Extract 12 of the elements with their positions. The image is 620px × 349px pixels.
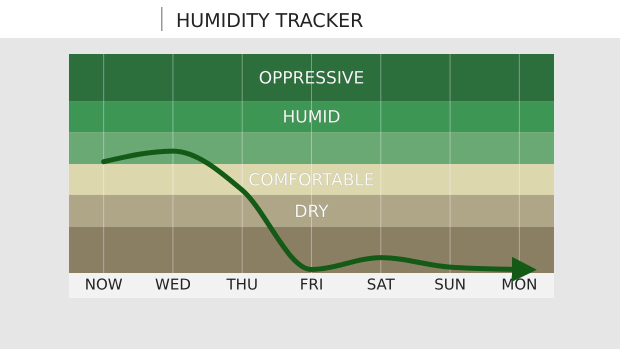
x-tick-label: NOW — [84, 276, 123, 294]
band-label: DRY — [294, 202, 330, 222]
x-tick-label: SUN — [434, 276, 466, 294]
band-label: COMFORTABLE — [248, 170, 375, 190]
x-tick-label: FRI — [300, 276, 324, 294]
band-label: HUMID — [282, 108, 340, 128]
x-tick-label: MON — [501, 276, 538, 294]
x-tick-label: WED — [155, 276, 191, 294]
chart-title: HUMIDITY TRACKER — [176, 10, 364, 32]
x-tick-label: SAT — [366, 276, 396, 294]
x-tick-label: THU — [226, 276, 258, 294]
band-label: OPPRESSIVE — [258, 68, 364, 89]
